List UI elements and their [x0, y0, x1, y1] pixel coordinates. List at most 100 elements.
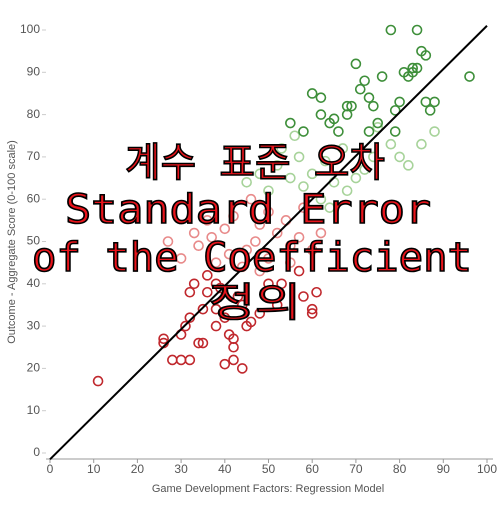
point — [263, 206, 274, 218]
point — [341, 185, 353, 197]
point — [245, 193, 257, 205]
point — [293, 265, 305, 277]
point — [389, 126, 401, 137]
point — [219, 358, 231, 370]
point — [250, 236, 261, 247]
point — [254, 168, 266, 180]
point — [298, 291, 309, 302]
y-tick-label: 100 — [20, 22, 40, 36]
x-axis-title: Game Development Factors: Regression Mod… — [152, 483, 384, 495]
point — [175, 354, 187, 366]
point — [394, 151, 405, 163]
point — [298, 126, 309, 137]
point — [285, 117, 296, 129]
x-tick-label: 60 — [306, 462, 320, 476]
point — [254, 219, 266, 230]
point — [271, 160, 283, 171]
point — [193, 337, 204, 349]
point — [429, 96, 440, 108]
point — [372, 121, 384, 133]
point — [236, 261, 248, 273]
y-tick-label: 60 — [27, 191, 41, 205]
point — [306, 303, 318, 315]
point — [236, 363, 248, 374]
point — [363, 126, 375, 137]
point — [219, 223, 231, 235]
x-tick-label: 40 — [218, 462, 232, 476]
point — [306, 308, 318, 319]
x-tick-label: 50 — [262, 462, 276, 476]
point — [219, 312, 231, 323]
x-tick-label: 100 — [477, 462, 497, 476]
point — [210, 303, 222, 315]
overlay-text: 계수 표준 오차 — [125, 140, 385, 186]
point — [206, 231, 217, 243]
point — [411, 24, 423, 36]
point — [276, 143, 287, 154]
point — [394, 96, 405, 108]
point — [416, 138, 427, 150]
x-tick-label: 10 — [87, 462, 101, 476]
point — [215, 282, 226, 294]
x-tick-label: 70 — [349, 462, 363, 476]
point — [236, 299, 248, 311]
y-tick-label: 70 — [27, 149, 41, 163]
point — [188, 278, 200, 290]
overlay-text: 정의 — [209, 280, 301, 326]
y-tick-label: 20 — [27, 361, 41, 375]
y-tick-label: 10 — [27, 403, 41, 417]
point — [311, 286, 322, 298]
point — [341, 109, 353, 120]
point — [180, 320, 191, 332]
point — [293, 231, 305, 243]
point — [315, 109, 327, 120]
point — [306, 244, 318, 256]
point — [306, 88, 318, 99]
x-tick-label: 80 — [393, 462, 407, 476]
point — [385, 138, 397, 150]
point — [403, 160, 414, 171]
point — [241, 176, 252, 188]
point — [193, 240, 204, 252]
y-tick-label: 80 — [27, 107, 41, 121]
point — [162, 236, 174, 247]
overlay-text: Standard Error — [65, 187, 431, 233]
point — [429, 126, 440, 137]
point — [346, 100, 357, 112]
point — [276, 278, 287, 290]
point — [324, 117, 335, 129]
y-tick-label: 40 — [27, 276, 41, 290]
point — [315, 227, 327, 239]
point — [324, 202, 335, 213]
point — [210, 320, 222, 332]
point — [228, 354, 239, 366]
point — [188, 227, 200, 239]
point — [263, 185, 274, 197]
fit-line — [49, 25, 488, 461]
point — [420, 50, 432, 61]
point — [424, 105, 436, 116]
point — [368, 100, 379, 112]
point — [420, 96, 432, 108]
point — [184, 312, 196, 323]
point — [368, 151, 379, 163]
point — [372, 117, 384, 129]
x-tick-label: 20 — [131, 462, 145, 476]
point — [197, 303, 209, 315]
point — [376, 71, 388, 82]
point — [333, 126, 344, 137]
x-tick-label: 0 — [47, 462, 54, 476]
point — [285, 172, 296, 184]
point — [184, 286, 196, 298]
x-tick-label: 30 — [174, 462, 188, 476]
point — [407, 62, 419, 74]
point — [389, 105, 401, 116]
point — [197, 337, 209, 349]
point — [223, 248, 235, 260]
point — [320, 155, 331, 167]
point — [271, 227, 283, 239]
point — [158, 333, 169, 345]
point — [232, 291, 244, 302]
point — [337, 143, 349, 154]
